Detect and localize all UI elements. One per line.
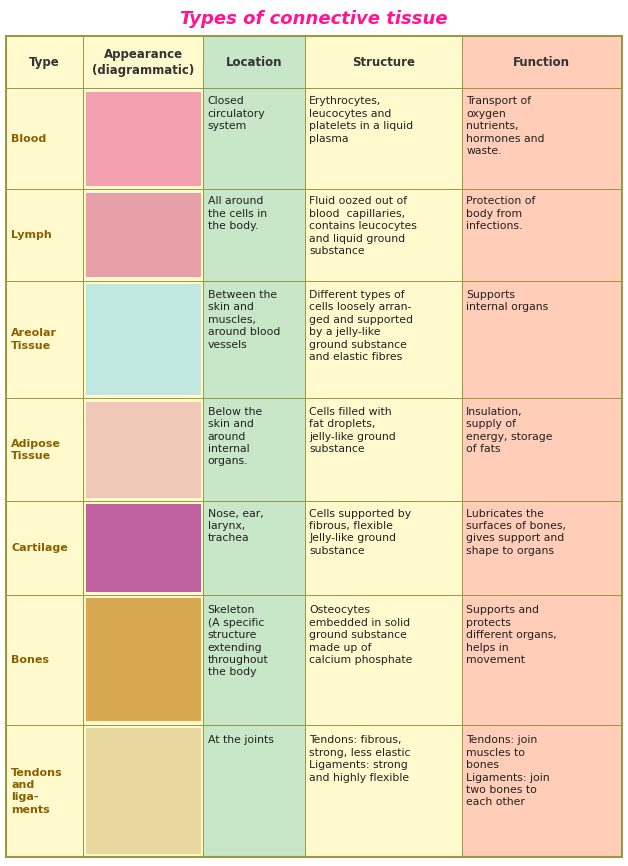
- Bar: [462, 189, 622, 281]
- Text: Different types of
cells loosely arran-
ged and supported
by a jelly-like
ground: Different types of cells loosely arran- …: [309, 290, 413, 362]
- Text: Function: Function: [513, 55, 570, 69]
- Bar: [305, 88, 462, 189]
- Text: Location: Location: [225, 55, 282, 69]
- Bar: [305, 36, 462, 88]
- Bar: [83, 189, 203, 281]
- Text: Erythrocytes,
leucocytes and
platelets in a liquid
plasma: Erythrocytes, leucocytes and platelets i…: [309, 96, 413, 144]
- Bar: [6, 36, 83, 88]
- Bar: [462, 398, 622, 501]
- Bar: [6, 189, 83, 281]
- Bar: [462, 36, 622, 88]
- Text: Supports
internal organs: Supports internal organs: [466, 290, 548, 313]
- Text: Below the
skin and
around
internal
organs.: Below the skin and around internal organ…: [208, 407, 262, 466]
- Bar: [305, 281, 462, 398]
- Text: Tendons: join
muscles to
bones
Ligaments: join
two bones to
each other: Tendons: join muscles to bones Ligaments…: [466, 735, 550, 807]
- Bar: [462, 88, 622, 189]
- Bar: [85, 92, 201, 185]
- Bar: [83, 281, 203, 398]
- Text: Transport of
oxygen
nutrients,
hormones and
waste.: Transport of oxygen nutrients, hormones …: [466, 96, 544, 156]
- Bar: [85, 402, 201, 498]
- Text: Cells supported by
fibrous, flexible
Jelly-like ground
substance: Cells supported by fibrous, flexible Jel…: [309, 508, 411, 556]
- Text: Nose, ear,
larynx,
trachea: Nose, ear, larynx, trachea: [208, 508, 263, 543]
- Bar: [305, 398, 462, 501]
- Text: Bones: Bones: [11, 655, 50, 665]
- Bar: [305, 501, 462, 595]
- Text: Skeleton
(A specific
structure
extending
throughout
the body: Skeleton (A specific structure extending…: [208, 605, 268, 677]
- Text: Lubricates the
surfaces of bones,
gives support and
shape to organs: Lubricates the surfaces of bones, gives …: [466, 508, 566, 556]
- Text: Insulation,
supply of
energy, storage
of fats: Insulation, supply of energy, storage of…: [466, 407, 553, 454]
- Bar: [203, 501, 305, 595]
- Text: Between the
skin and
muscles,
around blood
vessels: Between the skin and muscles, around blo…: [208, 290, 280, 350]
- Bar: [305, 595, 462, 725]
- Bar: [203, 281, 305, 398]
- Bar: [6, 501, 83, 595]
- Text: Closed
circulatory
system: Closed circulatory system: [208, 96, 265, 131]
- Text: Lymph: Lymph: [11, 229, 52, 240]
- Text: Osteocytes
embedded in solid
ground substance
made up of
calcium phosphate: Osteocytes embedded in solid ground subs…: [309, 605, 413, 665]
- Text: Types of connective tissue: Types of connective tissue: [180, 10, 448, 28]
- Bar: [6, 398, 83, 501]
- Text: Appearance
(diagrammatic): Appearance (diagrammatic): [92, 48, 194, 77]
- Bar: [305, 725, 462, 857]
- Bar: [462, 281, 622, 398]
- Bar: [305, 189, 462, 281]
- Text: All around
the cells in
the body.: All around the cells in the body.: [208, 197, 267, 231]
- Bar: [6, 725, 83, 857]
- Bar: [6, 88, 83, 189]
- Bar: [85, 728, 201, 854]
- Bar: [83, 398, 203, 501]
- Bar: [203, 189, 305, 281]
- Bar: [462, 501, 622, 595]
- Text: Cells filled with
fat droplets,
jelly-like ground
substance: Cells filled with fat droplets, jelly-li…: [309, 407, 396, 454]
- Text: Areolar
Tissue: Areolar Tissue: [11, 328, 57, 351]
- Text: Adipose
Tissue: Adipose Tissue: [11, 438, 61, 461]
- Text: Cartilage: Cartilage: [11, 543, 68, 553]
- Bar: [83, 88, 203, 189]
- Bar: [83, 36, 203, 88]
- Text: At the joints: At the joints: [208, 735, 273, 746]
- Bar: [462, 725, 622, 857]
- Bar: [203, 398, 305, 501]
- Text: Fluid oozed out of
blood  capillaries,
contains leucocytes
and liquid ground
sub: Fluid oozed out of blood capillaries, co…: [309, 197, 417, 256]
- Bar: [6, 595, 83, 725]
- Text: Blood: Blood: [11, 133, 46, 144]
- Bar: [83, 501, 203, 595]
- Text: Protection of
body from
infections.: Protection of body from infections.: [466, 197, 536, 231]
- Text: Tendons
and
liga-
ments: Tendons and liga- ments: [11, 767, 63, 815]
- Bar: [83, 595, 203, 725]
- Bar: [85, 284, 201, 395]
- Bar: [203, 595, 305, 725]
- Text: Supports and
protects
different organs,
helps in
movement: Supports and protects different organs, …: [466, 605, 557, 665]
- Bar: [6, 281, 83, 398]
- Text: Tendons: fibrous,
strong, less elastic
Ligaments: strong
and highly flexible: Tendons: fibrous, strong, less elastic L…: [309, 735, 411, 783]
- Bar: [203, 725, 305, 857]
- Bar: [83, 725, 203, 857]
- Text: Type: Type: [30, 55, 60, 69]
- Bar: [203, 36, 305, 88]
- Bar: [85, 192, 201, 277]
- Bar: [85, 598, 201, 721]
- Text: Structure: Structure: [352, 55, 414, 69]
- Bar: [85, 505, 201, 591]
- Bar: [203, 88, 305, 189]
- Bar: [462, 595, 622, 725]
